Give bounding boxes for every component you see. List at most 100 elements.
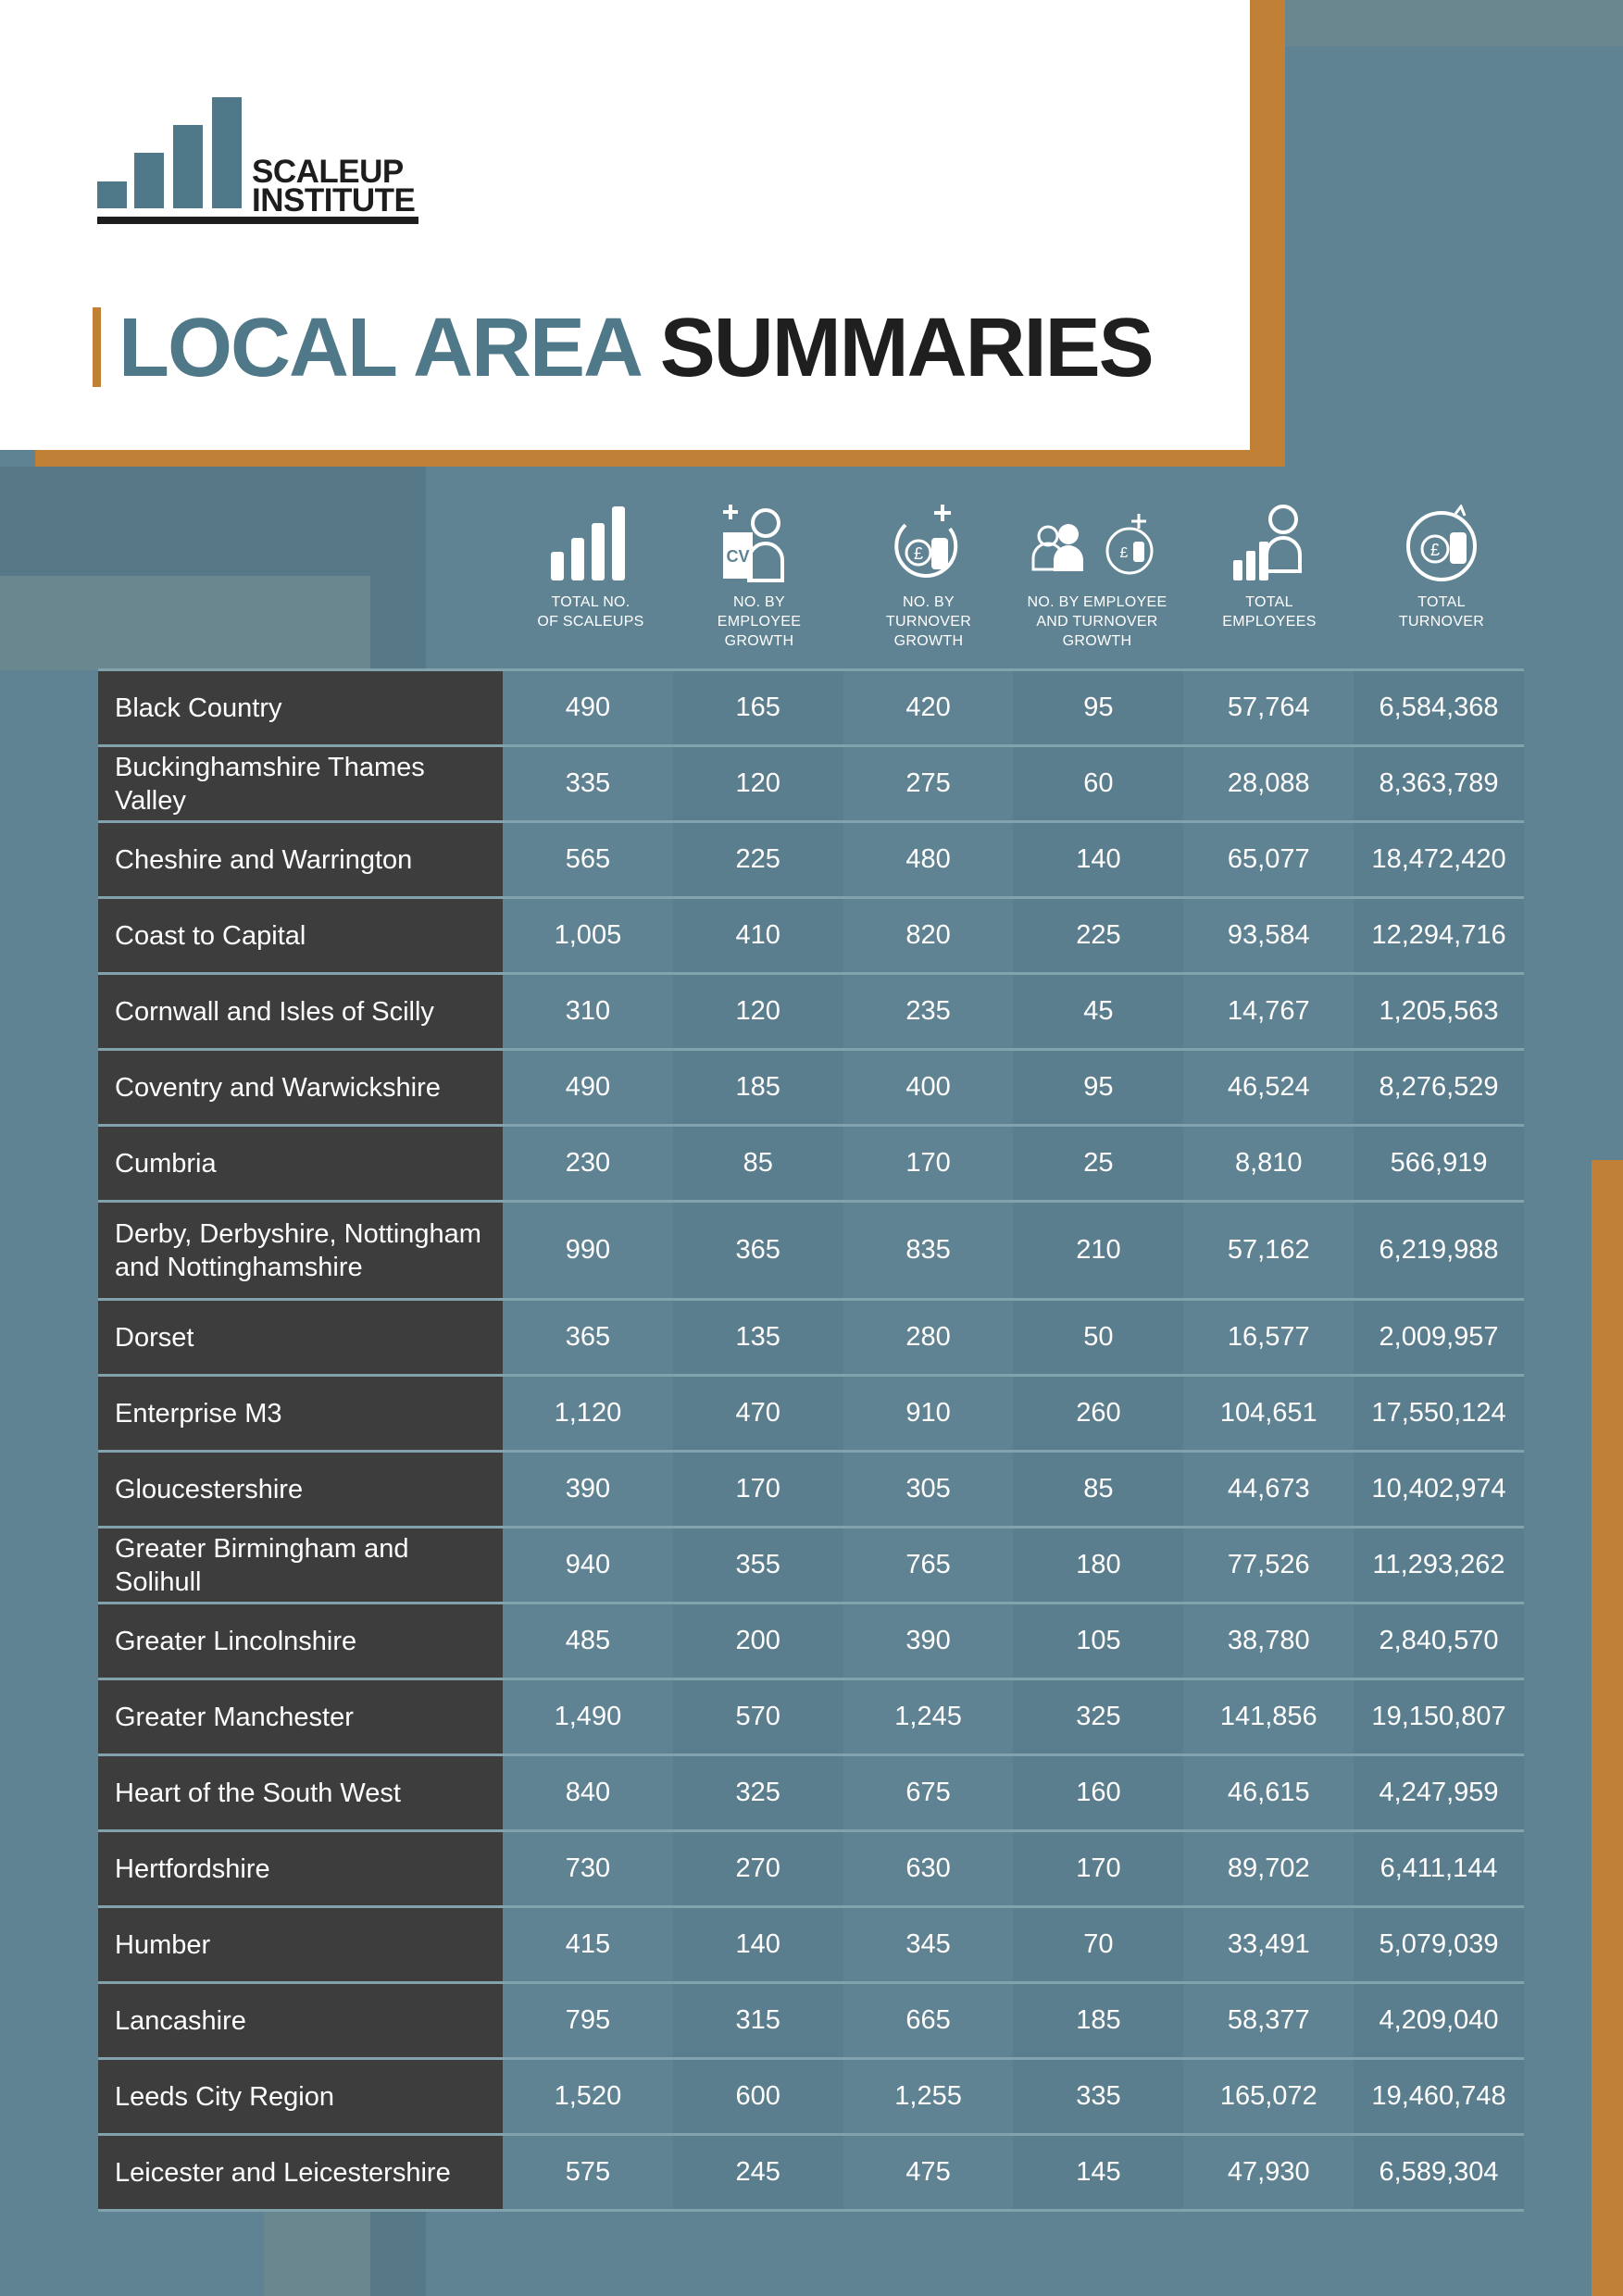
table-cell: 365	[672, 1203, 843, 1298]
table-cell: 275	[843, 747, 1014, 820]
column-label: GROWTH	[724, 633, 794, 649]
table-cell: 1,520	[503, 2060, 673, 2133]
area-name: Humber	[98, 1908, 503, 1981]
decor-block	[0, 576, 370, 670]
table-cell: 57,764	[1183, 671, 1355, 744]
table-cell: 4,209,040	[1354, 1984, 1524, 2057]
area-name: Cheshire and Warrington	[98, 823, 503, 896]
table-cell: 38,780	[1183, 1604, 1355, 1678]
table-cell: 10,402,974	[1354, 1453, 1524, 1526]
svg-text:£: £	[1430, 541, 1440, 559]
table-cell: 415	[503, 1908, 673, 1981]
area-name: Buckinghamshire Thames Valley	[98, 747, 503, 820]
table-cell: 8,276,529	[1354, 1051, 1524, 1124]
table-cell: 16,577	[1183, 1301, 1355, 1374]
column-label: GROWTH	[1062, 633, 1132, 649]
column-header-turnover-growth: £ NO. BY TURNOVER GROWTH	[850, 505, 1007, 651]
table-cell: 390	[843, 1604, 1014, 1678]
table-cell: 165	[672, 671, 843, 744]
table-cell: 1,205,563	[1354, 975, 1524, 1048]
table-cell: 4,247,959	[1354, 1756, 1524, 1829]
table-cell: 230	[503, 1127, 673, 1200]
table-cell: 765	[843, 1529, 1014, 1602]
column-label: NO. BY EMPLOYEE	[1027, 594, 1167, 610]
table-cell: 565	[503, 823, 673, 896]
table-cell: 170	[1013, 1832, 1184, 1905]
table-cell: 1,245	[843, 1680, 1014, 1753]
table-cell: 200	[672, 1604, 843, 1678]
table-cell: 141,856	[1183, 1680, 1355, 1753]
column-header-total-turnover: £ TOTAL TURNOVER	[1363, 505, 1520, 631]
area-name: Enterprise M3	[98, 1377, 503, 1450]
table-cell: 835	[843, 1203, 1014, 1298]
table-cell: 120	[672, 975, 843, 1048]
table-row: Dorset 365 135 280 50 16,577 2,009,957	[98, 1298, 1524, 1374]
table-row: Cheshire and Warrington 565 225 480 140 65,07…	[98, 820, 1524, 896]
column-label: NO. BY	[902, 594, 955, 610]
column-label: TOTAL NO.	[551, 594, 630, 610]
table-cell: 89,702	[1183, 1832, 1355, 1905]
table-row: Leeds City Region 1,520 600 1,255 335 165,072…	[98, 2057, 1524, 2133]
table-cell: 28,088	[1183, 747, 1355, 820]
scaleup-logo-bars-icon	[97, 97, 242, 208]
table-row: Greater Manchester 1,490 570 1,245 325 141,85…	[98, 1678, 1524, 1753]
table-cell: 1,005	[503, 899, 673, 972]
table-cell: 390	[503, 1453, 673, 1526]
table-cell: 325	[1013, 1680, 1184, 1753]
area-name: Greater Manchester	[98, 1680, 503, 1753]
table-cell: 185	[1013, 1984, 1184, 2057]
area-name: Coast to Capital	[98, 899, 503, 972]
table-cell: 910	[843, 1377, 1014, 1450]
table-row: Buckinghamshire Thames Valley 335 120 275 60…	[98, 744, 1524, 820]
area-name: Cumbria	[98, 1127, 503, 1200]
svg-text:£: £	[914, 544, 923, 563]
table-cell: 6,411,144	[1354, 1832, 1524, 1905]
table-row: Gloucestershire 390 170 305 85 44,673 10,402,9…	[98, 1450, 1524, 1526]
column-header-total-scaleups: TOTAL NO. OF SCALEUPS	[512, 505, 669, 631]
table-cell: 135	[672, 1301, 843, 1374]
area-name: Greater Birmingham and Solihull	[98, 1529, 503, 1602]
table-cell: 420	[843, 671, 1014, 744]
table-cell: 165,072	[1183, 2060, 1355, 2133]
column-label: TOTAL	[1417, 594, 1466, 610]
cv-person-plus-icon: CV	[723, 505, 784, 582]
decor-accent-bar	[35, 450, 1285, 467]
table-cell: 93,584	[1183, 899, 1355, 972]
svg-text:CV: CV	[726, 547, 749, 566]
table-cell: 57,162	[1183, 1203, 1355, 1298]
table-cell: 6,219,988	[1354, 1203, 1524, 1298]
table-cell: 105	[1013, 1604, 1184, 1678]
table-cell: 60	[1013, 747, 1184, 820]
table-cell: 475	[843, 2136, 1014, 2209]
table-cell: 570	[672, 1680, 843, 1753]
column-label: AND TURNOVER	[1036, 614, 1158, 630]
table-cell: 1,120	[503, 1377, 673, 1450]
table-cell: 58,377	[1183, 1984, 1355, 2057]
table-cell: 575	[503, 2136, 673, 2209]
area-name: Gloucestershire	[98, 1453, 503, 1526]
table-cell: 600	[672, 2060, 843, 2133]
table-cell: 1,255	[843, 2060, 1014, 2133]
page-title-part1: LOCAL AREA	[119, 302, 641, 394]
area-name: Black Country	[98, 671, 503, 744]
table-cell: 18,472,420	[1354, 823, 1524, 896]
page-title-part2: SUMMARIES	[659, 302, 1155, 394]
table-cell: 210	[1013, 1203, 1184, 1298]
table-cell: 990	[503, 1203, 673, 1298]
table-cell: 490	[503, 671, 673, 744]
area-name: Derby, Derbyshire, Nottingham and Nottin…	[98, 1203, 503, 1298]
table-cell: 1,490	[503, 1680, 673, 1753]
table-cell: 33,491	[1183, 1908, 1355, 1981]
table-cell: 95	[1013, 671, 1184, 744]
logo-text: SCALEUP INSTITUTE	[252, 154, 416, 217]
table-cell: 8,810	[1183, 1127, 1355, 1200]
table-cell: 140	[672, 1908, 843, 1981]
table-cell: 235	[843, 975, 1014, 1048]
table-cell: 2,009,957	[1354, 1301, 1524, 1374]
column-header-total-employees: TOTAL EMPLOYEES	[1191, 505, 1348, 631]
logo-line1: SCALEUP	[252, 154, 404, 190]
table-cell: 45	[1013, 975, 1184, 1048]
logo-underline	[97, 217, 418, 224]
table-cell: 25	[1013, 1127, 1184, 1200]
table-cell: 630	[843, 1832, 1014, 1905]
